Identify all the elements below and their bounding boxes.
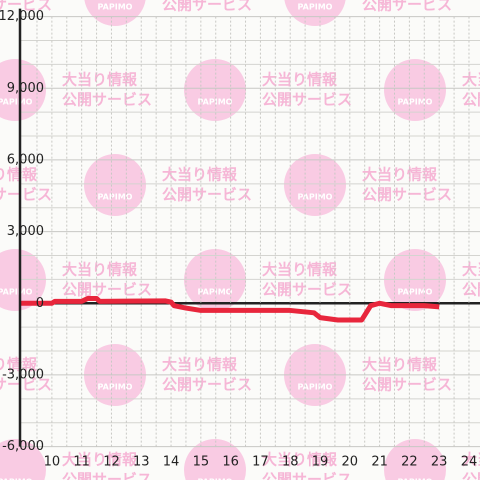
plot: [20, 295, 440, 323]
x-tick-label: 20: [342, 455, 359, 470]
y-tick-label: 0: [36, 296, 44, 311]
x-tick-label: 18: [282, 455, 299, 470]
y-tick-label: 6,000: [7, 152, 44, 167]
watermark-logo: [0, 249, 46, 311]
watermark-logo: [284, 0, 346, 26]
watermark-line2: 公開サービス: [0, 0, 52, 14]
watermark-line2: 公開サービス: [62, 91, 152, 109]
watermark-line1: 大当り情報: [62, 451, 138, 469]
watermark-logo-text: PAPIMO: [98, 383, 133, 392]
watermark-line2: 公開サービス: [162, 376, 252, 394]
watermark-line1: 大当り情報: [162, 356, 238, 374]
watermark-logo: [184, 249, 246, 311]
y-tick-label: -6,000: [2, 439, 44, 454]
watermark-logo: [384, 439, 446, 480]
watermark-line2: 公開サービス: [262, 281, 352, 299]
y-tick-label: 12,000: [0, 9, 44, 24]
watermark-line1: 大当り情報: [162, 166, 238, 184]
watermark-line1: 大当り情報: [62, 261, 138, 279]
watermark-line1: 大当り情報: [462, 261, 480, 279]
watermark-line2: 公開サービス: [0, 376, 52, 394]
watermark-line2: 公開サービス: [462, 471, 480, 480]
watermark-logo-text: PAPIMO: [398, 288, 433, 297]
watermark-line2: 公開サービス: [162, 0, 252, 14]
x-tick-label: 22: [401, 455, 418, 470]
y-tick-label: -3,000: [2, 367, 44, 382]
grid: [20, 16, 480, 448]
watermark-line2: 公開サービス: [462, 281, 480, 299]
y-tick-label: 9,000: [7, 81, 44, 96]
watermark-logo-text: PAPIMO: [298, 193, 333, 202]
watermark-logo-text: PAPIMO: [298, 383, 333, 392]
watermark-line2: 公開サービス: [262, 471, 352, 480]
watermark-line1: 大当り情報: [362, 356, 438, 374]
watermark-line1: 大当り情報: [462, 451, 480, 469]
watermark-line1: 大当り情報: [462, 71, 480, 89]
data-line: [20, 295, 440, 323]
x-tick-label: 17: [252, 455, 269, 470]
watermark-logo: [384, 249, 446, 311]
watermark-logo: [0, 439, 46, 480]
x-tick-label: 19: [312, 455, 329, 470]
watermark-line2: 公開サービス: [362, 0, 452, 14]
watermark-logo: [284, 154, 346, 216]
watermark-logo-text: PAPIMO: [98, 193, 133, 202]
watermark-logo: [84, 154, 146, 216]
watermark-line2: 公開サービス: [362, 186, 452, 204]
x-tick-label: 13: [133, 455, 150, 470]
x-tick-label: 12: [103, 455, 120, 470]
watermark-logo: [0, 59, 46, 121]
watermark-logo-text: PAPIMO: [0, 98, 33, 107]
watermark-line1: 大当り情報: [62, 71, 138, 89]
x-tick-label: 15: [193, 455, 210, 470]
x-tick-label: 10: [44, 455, 61, 470]
x-tick-label: 14: [163, 455, 180, 470]
watermark-logo-text: PAPIMO: [398, 478, 433, 480]
watermark-logo: [84, 0, 146, 26]
watermark-logo-text: PAPIMO: [98, 3, 133, 12]
watermark-logo: [384, 59, 446, 121]
watermark-line2: 公開サービス: [62, 281, 152, 299]
watermark-line2: 公開サービス: [62, 471, 152, 480]
watermark-line1: 大当り情報: [262, 451, 338, 469]
watermark-logo: [184, 439, 246, 480]
watermark-line1: 大当り情報: [262, 71, 338, 89]
x-tick-label: 24: [461, 455, 478, 470]
watermark-logo-text: PAPIMO: [398, 98, 433, 107]
watermark-line2: 公開サービス: [0, 186, 52, 204]
watermark-line2: 公開サービス: [162, 186, 252, 204]
watermark-logo-text: PAPIMO: [198, 288, 233, 297]
watermark-line2: 公開サービス: [462, 91, 480, 109]
watermark-line2: 公開サービス: [262, 91, 352, 109]
y-tick-label: 3,000: [7, 224, 44, 239]
watermark-line2: 公開サービス: [362, 376, 452, 394]
watermark-line1: 大当り情報: [262, 261, 338, 279]
x-tick-label: 16: [222, 455, 239, 470]
watermark-logo-text: PAPIMO: [298, 3, 333, 12]
watermark-logo-text: PAPIMO: [198, 98, 233, 107]
watermark-logo-text: PAPIMO: [198, 478, 233, 480]
watermark-logo-text: PAPIMO: [0, 288, 33, 297]
watermark-line1: 大当り情報: [362, 166, 438, 184]
x-tick-label: 11: [73, 455, 90, 470]
x-tick-label: 21: [371, 455, 388, 470]
x-tick-label: 23: [431, 455, 448, 470]
watermark-logo-text: PAPIMO: [0, 478, 33, 480]
